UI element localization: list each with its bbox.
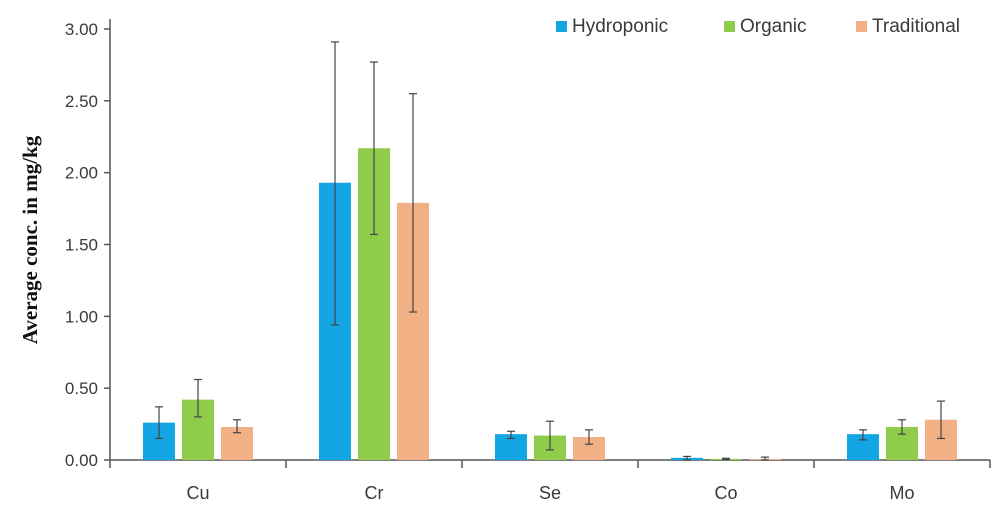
x-category-label: Cu [186,483,209,503]
x-category-label: Co [714,483,737,503]
y-tick-label: 3.00 [65,20,98,39]
bars [143,148,957,460]
y-axis-label: Average conc. in mg/kg [18,135,42,344]
axes [109,19,990,461]
legend-swatch-organic [724,21,735,32]
y-tick-label: 0.50 [65,379,98,398]
legend-swatch-hydroponic [556,21,567,32]
legend-label-traditional: Traditional [872,16,960,37]
y-tick-label: 1.00 [65,307,98,326]
y-tick-label: 2.00 [65,164,98,183]
legend-label-organic: Organic [740,16,807,37]
legend-swatch-traditional [856,21,867,32]
legend: Hydroponic Organic Traditional [556,16,960,37]
y-ticks: 0.00 0.50 1.00 1.50 2.00 2.50 3.00 [65,20,110,470]
x-category-label: Se [539,483,561,503]
legend-label-hydroponic: Hydroponic [572,16,668,37]
x-category-label: Cr [365,483,384,503]
x-ticks: Cu Cr Se Co Mo [109,460,991,503]
bar-traditional-se [573,437,605,460]
y-tick-label: 1.50 [65,236,98,255]
y-tick-label: 0.00 [65,451,98,470]
error-bars [155,41,945,461]
y-tick-label: 2.50 [65,92,98,111]
x-category-label: Mo [889,483,914,503]
